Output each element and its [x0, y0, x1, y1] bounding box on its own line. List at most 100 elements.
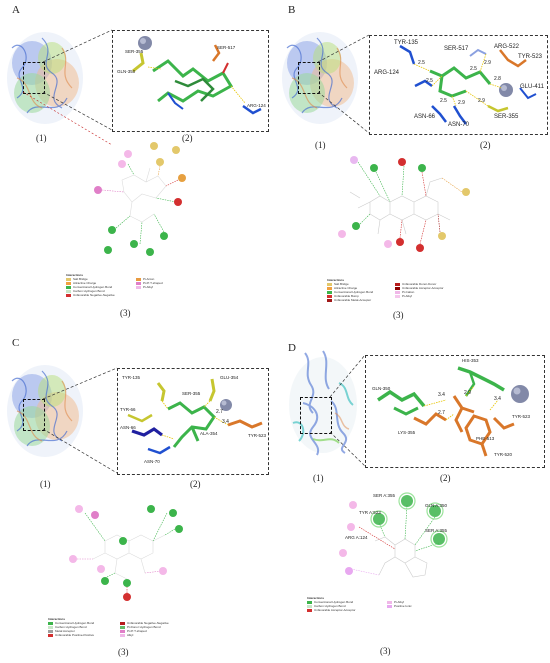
legend-item: Carbon Hydrogen Bond — [66, 289, 115, 293]
legend-item: Unfavorable Acceptor-Acceptor — [307, 608, 356, 612]
ligand-residue-label: ARG A:124 — [345, 535, 368, 540]
residue-label: PHE-513 — [476, 436, 495, 441]
residue-label: HIS-353 — [462, 358, 479, 363]
zoom-box-c: TYR-135 SER-355 GLU-354 TYR-66 ASN-66 AS… — [117, 368, 269, 475]
interaction-diagram-c — [69, 505, 183, 601]
interaction-diagram-b — [338, 156, 470, 252]
legend-item: Unfavorable Donor-Donor — [395, 282, 444, 286]
residue-label: GLU-354 — [220, 375, 239, 380]
legend-item: Unfavorable Negative-Negative — [120, 621, 169, 625]
interaction-diagram-a — [94, 142, 186, 256]
residue-label: ASN-66 — [120, 425, 136, 430]
caption-b2: (2) — [480, 140, 491, 150]
residue-label: GLN-350 — [117, 69, 136, 74]
caption-d3: (3) — [380, 646, 391, 656]
legend-item: Unfavorable Negative-Negative — [66, 293, 115, 297]
legend-item: Salt Bridge — [327, 282, 373, 286]
selection-box-b — [298, 62, 320, 94]
residue-label: SER-517 — [217, 45, 236, 50]
legend-item: Pi-Alkyl — [395, 294, 444, 298]
distance-label: 2.9 — [458, 100, 465, 106]
legend-item: Alkyl — [120, 633, 169, 637]
legend-item: Pi-Alkyl — [387, 600, 412, 604]
caption-a2: (2) — [182, 133, 193, 143]
protein-structure-d — [289, 350, 357, 456]
distance-label: 2.9 — [484, 60, 491, 66]
ligand-3d-c — [127, 378, 263, 455]
zoom-connectors-a — [22, 29, 113, 146]
ligand-3d-a — [132, 36, 262, 115]
ligand-3d-b — [399, 44, 537, 125]
legend-item: Pi-Cation — [395, 290, 444, 294]
residue-label: GLN-350 — [372, 386, 391, 391]
interaction-diagram-d — [339, 492, 448, 578]
residue-label: GLU-411 — [520, 84, 544, 90]
legend-title: Interactions — [66, 273, 84, 277]
caption-c3: (3) — [118, 647, 129, 657]
legend-item: Unfavorable Bump — [327, 294, 373, 298]
legend-item: Unfavorable Metal-Acceptor — [327, 298, 373, 302]
legend-item: Attractive Charge — [327, 286, 373, 290]
legend-item: Carbon Hydrogen Bond — [48, 625, 94, 629]
residue-label: SER-355 — [182, 391, 201, 396]
legend-item: Carbon Hydrogen Bond — [307, 604, 356, 608]
residue-label: ALA-354 — [200, 431, 218, 436]
legend-item: Attractive Charge — [66, 281, 115, 285]
panel-label-b: B — [288, 4, 296, 16]
distance-label: 2.7 — [438, 410, 445, 416]
residue-label: SER-355 — [125, 49, 144, 54]
caption-a1: (1) — [36, 133, 47, 143]
residue-label: TYR-523 — [512, 414, 531, 419]
distance-label: 2.5 — [418, 60, 425, 66]
ligand-3d-d — [377, 366, 529, 457]
zoom-connectors-b — [317, 34, 370, 134]
caption-b1: (1) — [315, 140, 326, 150]
legend-item: Conventional Hydrogen Bond — [307, 600, 356, 604]
residue-label: SER-517 — [444, 46, 469, 52]
residue-label: ARG-522 — [494, 44, 520, 50]
legend-title: Interactions — [307, 596, 325, 600]
residue-label: TYR-66 — [120, 407, 136, 412]
selection-box-d — [300, 397, 332, 434]
zoom-box-d: GLN-350 HIS-353 LYS-355 TYR-523 PHE-513 … — [365, 355, 545, 468]
ligand-residue-label: GLN A:350 — [425, 503, 448, 508]
caption-d2: (2) — [440, 473, 451, 483]
legend-item: Unfavorable Acceptor-Acceptor — [395, 286, 444, 290]
selection-box-a — [23, 62, 45, 94]
panel-label-a: A — [12, 4, 20, 16]
ligand-residue-label: SER A:355 — [425, 528, 448, 533]
residue-label: SER-355 — [494, 114, 519, 120]
caption-c2: (2) — [190, 479, 201, 489]
panel-a: SER-355 GLN-350 SER-517 ARG-124 (1) (2) — [0, 0, 275, 330]
legend-item: Pi-Donor Hydrogen Bond — [120, 625, 169, 629]
panel-d: GLN-350 HIS-353 LYS-355 TYR-523 PHE-513 … — [275, 333, 550, 663]
residue-label: TYR-135 — [122, 375, 141, 380]
residue-label: TYR-135 — [394, 40, 419, 46]
panel-label-d: D — [288, 342, 296, 354]
zoom-connectors-d — [329, 354, 366, 467]
ligand-residue-label: SER A:355 — [373, 493, 396, 498]
residue-label: TYR-523 — [248, 433, 267, 438]
legend-item: Conventional Hydrogen Bond — [327, 290, 373, 294]
legend-item: Conventional Hydrogen Bond — [66, 285, 115, 289]
protein-structure-c — [7, 365, 83, 457]
legend-item: Positive Ionic — [387, 604, 412, 608]
residue-label: ARG-124 — [374, 70, 400, 76]
distance-label: 2.8 — [494, 76, 501, 82]
legend-b: Interactions Salt Bridge Attractive Char… — [327, 278, 457, 314]
residue-label: LYS-355 — [398, 430, 416, 435]
legend-title: Interactions — [327, 278, 345, 282]
residue-label: ASN-66 — [414, 114, 436, 120]
distance-label: 3.4 — [494, 396, 501, 402]
residue-label: ARG-124 — [247, 103, 266, 108]
distance-label: 2.5 — [426, 78, 433, 84]
distance-label: 2.5 — [440, 98, 447, 104]
caption-d1: (1) — [313, 473, 324, 483]
ligand-residue-label: TYR A:523 — [359, 510, 381, 515]
panel-b: TYR-135 SER-517 ARG-522 TYR-523 ARG-124 … — [275, 0, 550, 330]
legend-item: Pi-Pi T-shaped — [120, 629, 169, 633]
legend-c: Interactions Conventional Hydrogen Bond … — [48, 617, 188, 649]
caption-c1: (1) — [40, 479, 51, 489]
protein-structure-a — [7, 32, 83, 124]
residue-label: ASN-70 — [144, 459, 160, 464]
